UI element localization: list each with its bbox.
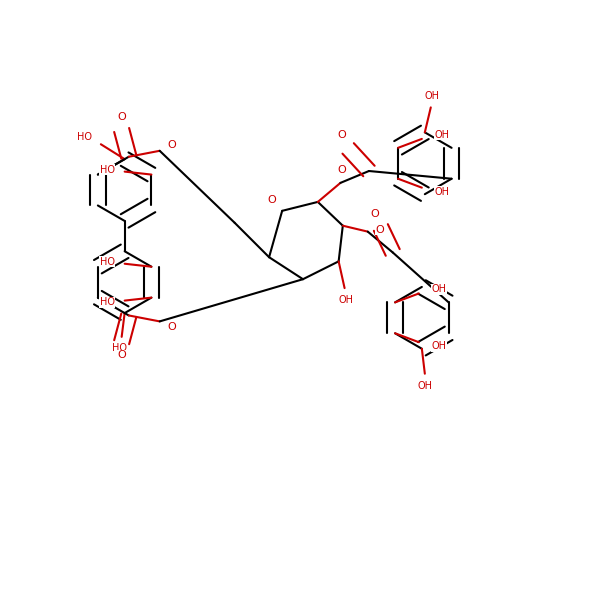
Text: OH: OH bbox=[418, 380, 433, 391]
Text: O: O bbox=[338, 130, 347, 140]
Text: HO: HO bbox=[100, 257, 115, 267]
Text: OH: OH bbox=[338, 295, 353, 305]
Text: HO: HO bbox=[100, 298, 115, 307]
Text: HO: HO bbox=[112, 343, 127, 353]
Text: OH: OH bbox=[435, 130, 450, 140]
Text: HO: HO bbox=[77, 131, 92, 142]
Text: O: O bbox=[267, 195, 276, 205]
Text: HO: HO bbox=[100, 165, 115, 175]
Text: OH: OH bbox=[435, 187, 450, 197]
Text: O: O bbox=[117, 112, 126, 122]
Text: O: O bbox=[371, 209, 379, 220]
Text: O: O bbox=[375, 225, 384, 235]
Text: OH: OH bbox=[424, 91, 439, 101]
Text: O: O bbox=[117, 350, 126, 360]
Text: OH: OH bbox=[432, 284, 447, 295]
Text: O: O bbox=[167, 140, 176, 150]
Text: OH: OH bbox=[432, 341, 447, 352]
Text: O: O bbox=[338, 165, 347, 175]
Text: O: O bbox=[167, 322, 176, 332]
